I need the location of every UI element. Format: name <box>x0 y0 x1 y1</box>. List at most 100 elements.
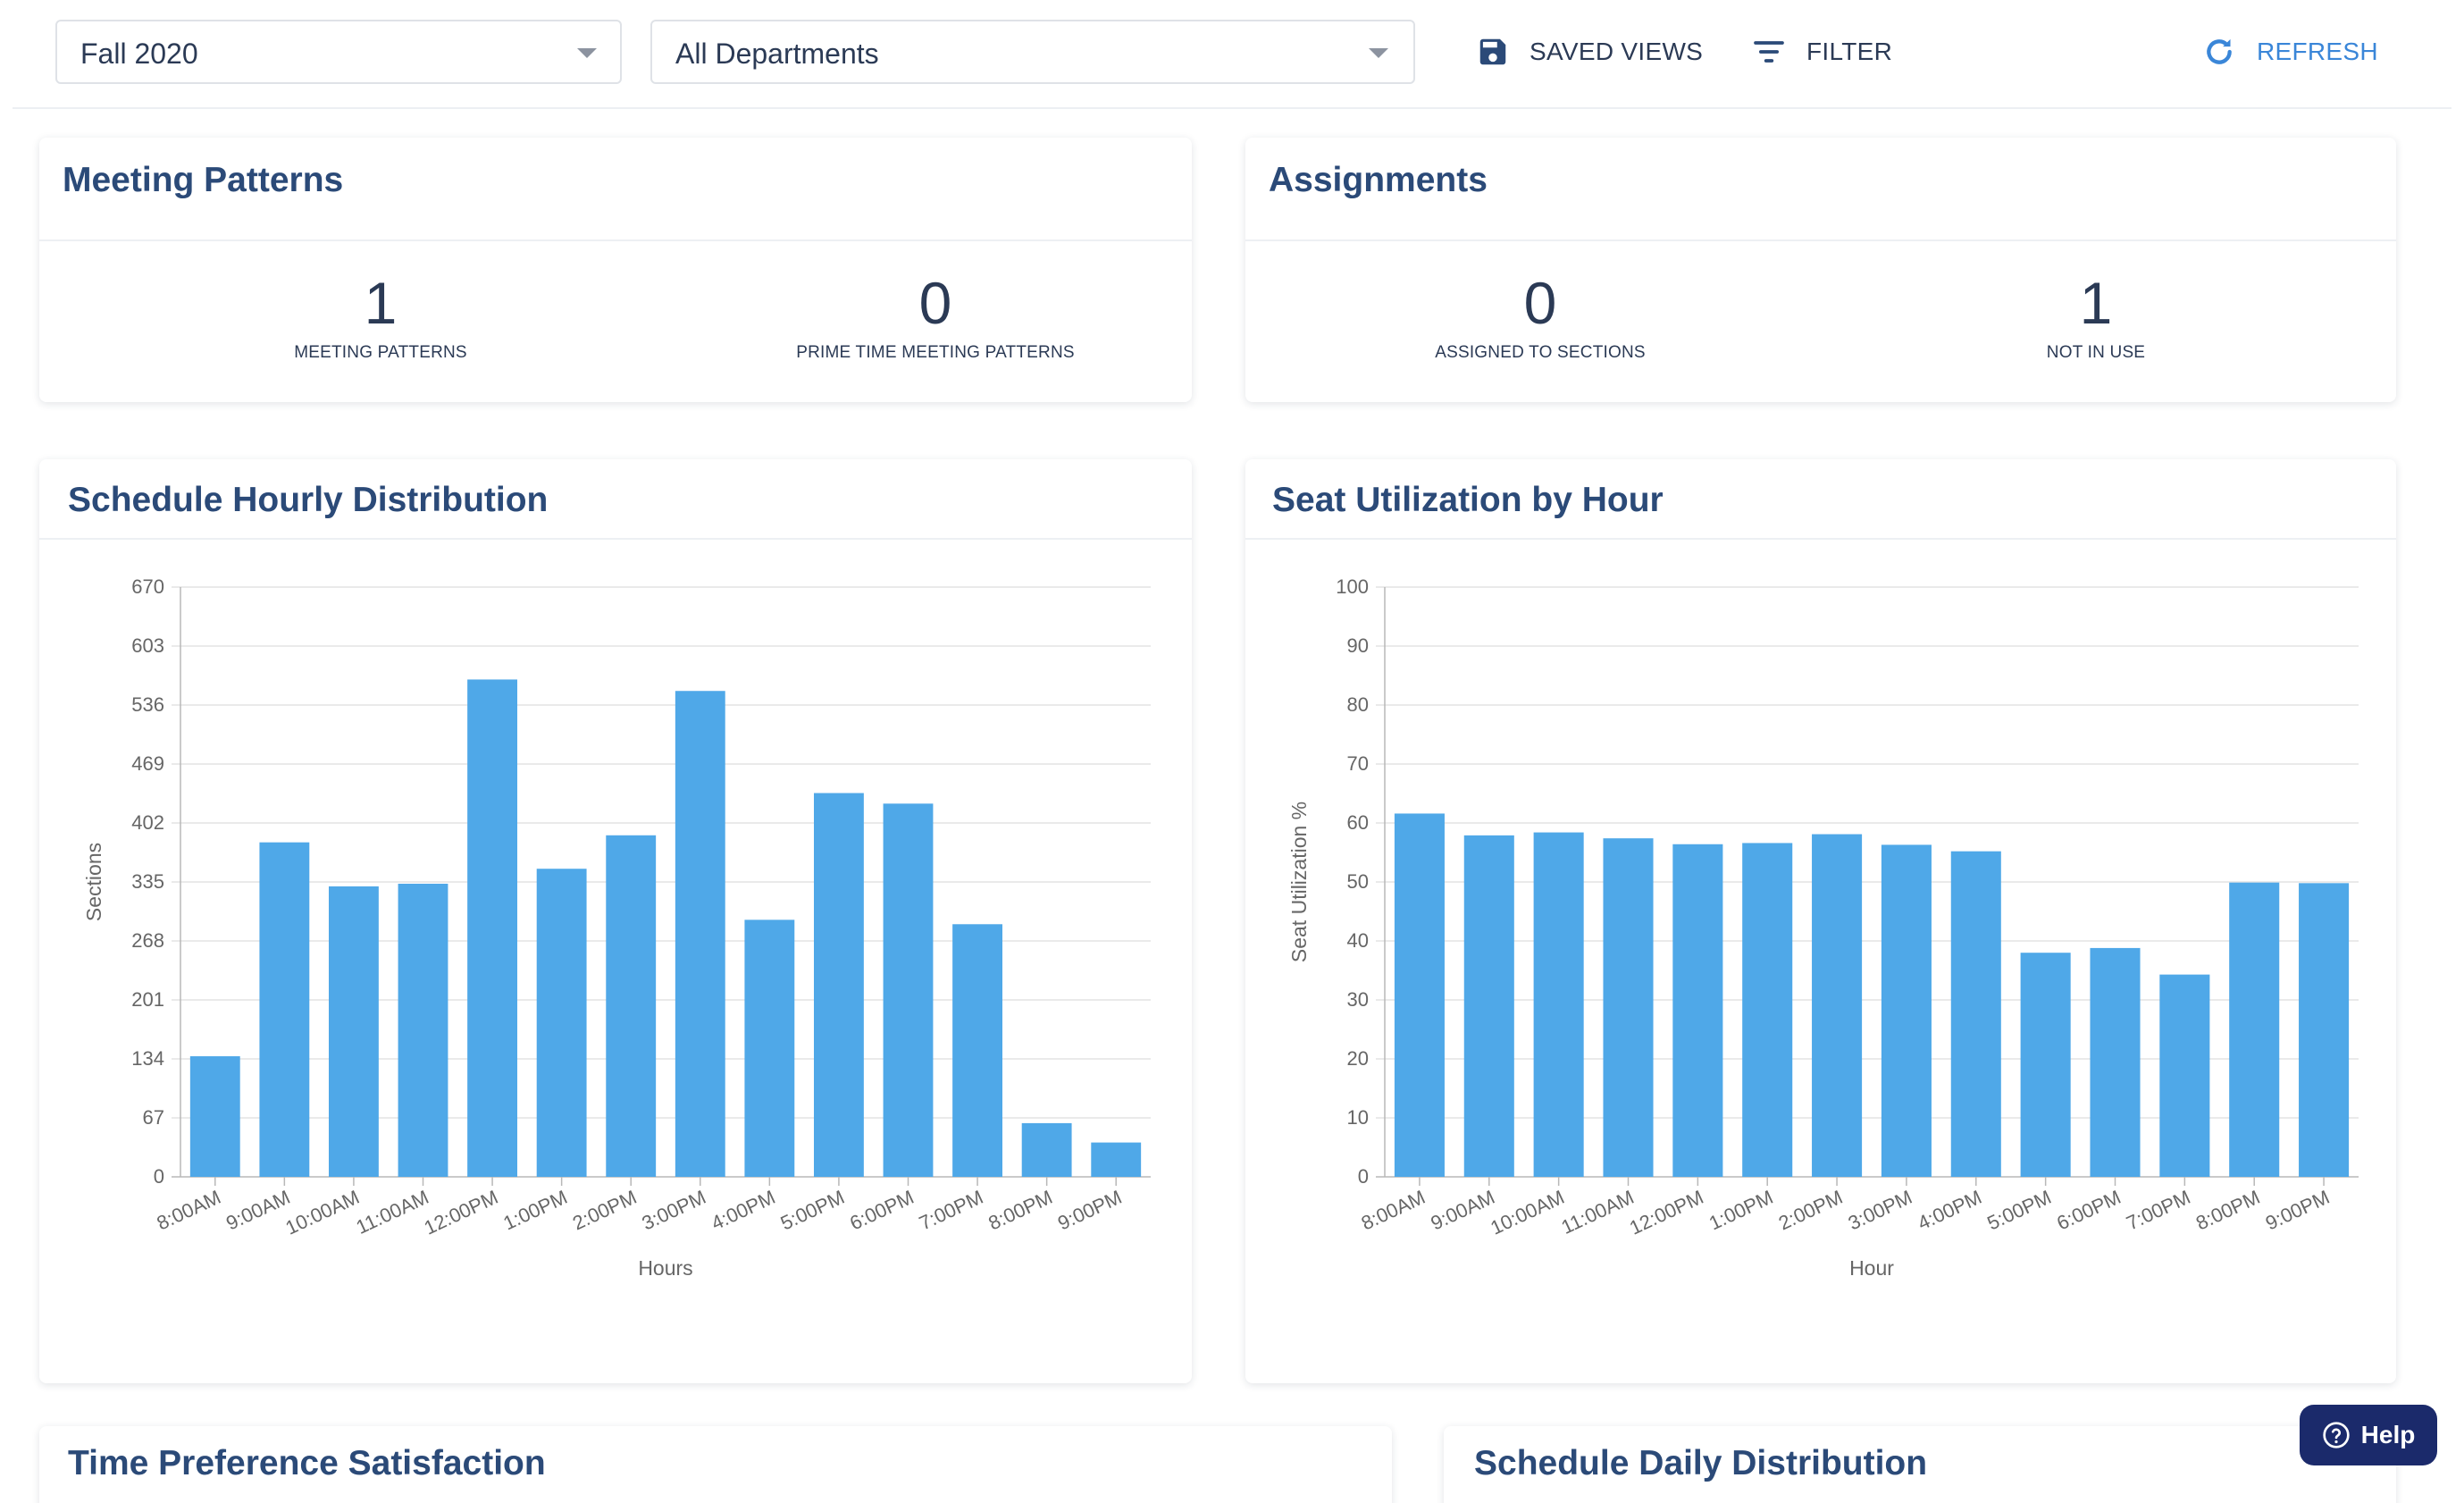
x-tick-label: 9:00AM <box>1428 1186 1498 1235</box>
hourly-distribution-chart: 0671342012683354024695366036708:00AM9:00… <box>82 575 1151 1280</box>
x-tick-label: 8:00AM <box>1358 1186 1429 1235</box>
stat-caption: PRIME TIME MEETING PATTERNS <box>796 343 1075 362</box>
stat-value: 0 <box>1523 270 1557 336</box>
x-tick-label: 10:00AM <box>1487 1186 1567 1239</box>
stat-caption: NOT IN USE <box>2046 343 2146 362</box>
stat-caption: ASSIGNED TO SECTIONS <box>1435 343 1646 362</box>
x-tick-label: 9:00PM <box>1054 1186 1125 1235</box>
stat-value: 1 <box>364 270 398 336</box>
x-tick-label: 5:00PM <box>1983 1186 2054 1235</box>
x-tick-label: 3:00PM <box>639 1186 709 1235</box>
y-tick-label: 335 <box>131 870 164 893</box>
y-tick-label: 201 <box>131 988 164 1011</box>
chart-bar <box>1603 838 1654 1177</box>
y-tick-label: 67 <box>143 1106 164 1129</box>
chart-bar <box>467 679 517 1177</box>
help-button[interactable]: Help <box>2300 1405 2437 1465</box>
chart-bar <box>1091 1142 1142 1177</box>
chart-bar <box>744 919 795 1177</box>
chart-bar <box>2229 882 2280 1177</box>
chart-bar <box>1950 851 2001 1177</box>
chart-bar <box>883 803 934 1177</box>
y-tick-label: 402 <box>131 811 164 834</box>
chart-bar <box>1394 813 1445 1177</box>
y-tick-label: 670 <box>131 575 164 598</box>
chart-bar <box>189 1056 240 1177</box>
x-tick-label: 6:00PM <box>2053 1186 2124 1235</box>
card-title: Schedule Daily Distribution <box>1474 1444 1928 1482</box>
chart-bar <box>536 869 587 1177</box>
stat-caption: MEETING PATTERNS <box>294 343 467 362</box>
x-tick-label: 12:00PM <box>421 1186 501 1239</box>
help-label: Help <box>2360 1421 2416 1448</box>
chevron-down-icon <box>577 48 597 58</box>
seat-utilization-card: Seat Utilization by Hour 0 10 20 30 40 50 60 70… <box>1245 459 2396 1383</box>
term-select-value: Fall 2020 <box>80 38 198 70</box>
y-tick-label: 469 <box>131 752 164 775</box>
x-tick-label: 11:00AM <box>1558 1186 1638 1239</box>
y-axis-label: Sections <box>82 843 105 921</box>
x-tick-label: 11:00AM <box>353 1186 432 1239</box>
refresh-label: REFRESH <box>2257 38 2378 65</box>
x-tick-label: 5:00PM <box>777 1186 848 1235</box>
y-tick-label: 268 <box>131 929 164 952</box>
term-select[interactable]: Fall 2020 <box>55 20 622 84</box>
x-tick-label: 12:00PM <box>1626 1186 1706 1239</box>
chart-bar <box>1672 844 1723 1177</box>
y-tick-label: 536 <box>131 693 164 716</box>
department-select-value: All Departments <box>675 38 879 70</box>
daily-distribution-card: Schedule Daily Distribution <box>1444 1426 2396 1503</box>
meeting-patterns-card: Meeting Patterns 1 MEETING PATTERNS 0 PR… <box>39 138 1192 402</box>
chart-bar <box>2159 974 2210 1177</box>
card-title: Seat Utilization by Hour <box>1272 481 1664 519</box>
seat-utilization-chart: 0 10 20 30 40 50 60 70 80 90 100 8:00AM9:00AM10:00A… <box>1287 575 2359 1280</box>
chart-bar <box>2090 947 2141 1177</box>
y-tick-label: 60 <box>1347 811 1369 834</box>
y-tick-label: 134 <box>131 1047 164 1070</box>
toolbar: Fall 2020 All Departments SAVED VIEWS FI… <box>0 0 2464 109</box>
y-tick-label: 80 <box>1347 693 1369 716</box>
chart-bar <box>814 793 864 1177</box>
help-circle-icon <box>2322 1422 2350 1448</box>
x-tick-label: 1:00PM <box>499 1186 570 1235</box>
y-tick-label: 603 <box>131 634 164 657</box>
card-divider <box>39 239 1192 241</box>
department-select[interactable]: All Departments <box>650 20 1415 84</box>
stat-value: 1 <box>2079 270 2113 336</box>
x-tick-label: 4:00PM <box>708 1186 778 1235</box>
x-tick-label: 7:00PM <box>916 1186 986 1235</box>
card-divider <box>1245 538 2396 540</box>
x-tick-label: 2:00PM <box>1775 1186 1846 1235</box>
y-tick-label: 50 <box>1347 870 1369 893</box>
card-title: Schedule Hourly Distribution <box>68 481 549 519</box>
card-divider <box>39 538 1192 540</box>
refresh-icon <box>2207 38 2232 64</box>
x-axis-label: Hour <box>1849 1256 1894 1280</box>
filter-icon <box>1754 41 1784 63</box>
y-tick-label: 40 <box>1347 929 1369 952</box>
y-axis-label: Seat Utilization % <box>1287 802 1311 962</box>
y-tick-label: 100 <box>1336 575 1369 598</box>
y-tick-label: 20 <box>1347 1047 1369 1070</box>
x-tick-label: 3:00PM <box>1845 1186 1915 1235</box>
toolbar-divider <box>13 107 2451 109</box>
y-tick-label: 10 <box>1347 1106 1369 1129</box>
x-tick-label: 2:00PM <box>569 1186 640 1235</box>
saved-views-button[interactable]: SAVED VIEWS <box>1476 27 1703 77</box>
filter-button[interactable]: FILTER <box>1751 27 1892 77</box>
refresh-button[interactable]: REFRESH <box>2201 27 2378 77</box>
stat-not-in-use: 1 NOT IN USE <box>1917 272 2275 363</box>
x-tick-label: 1:00PM <box>1706 1186 1776 1235</box>
chevron-down-icon <box>1369 48 1388 58</box>
save-icon <box>1479 38 1506 65</box>
chart-bar <box>2299 883 2350 1177</box>
card-title: Time Preference Satisfaction <box>68 1444 546 1482</box>
y-tick-label: 0 <box>154 1165 164 1188</box>
stat-assigned-to-sections: 0 ASSIGNED TO SECTIONS <box>1362 272 1719 363</box>
card-divider <box>1245 239 2396 241</box>
y-tick-label: 90 <box>1347 634 1369 657</box>
chart-bar <box>398 883 448 1177</box>
hourly-distribution-card: Schedule Hourly Distribution 0 67 134 201 26… <box>39 459 1192 1383</box>
chart-bar <box>1021 1122 1072 1177</box>
chart-bar <box>1742 843 1793 1177</box>
